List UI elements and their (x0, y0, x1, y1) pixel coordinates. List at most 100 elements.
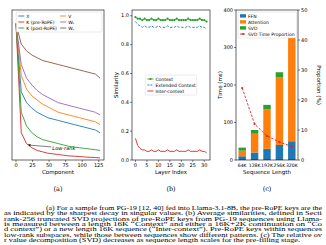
x-label: Sequence Length (243, 169, 291, 176)
marker (171, 19, 173, 21)
marker (176, 18, 178, 20)
marker (134, 16, 136, 18)
legend-swatch (240, 20, 246, 23)
series-line (16, 24, 100, 158)
y-tick (234, 122, 236, 123)
marker (266, 135, 268, 137)
marker (203, 19, 205, 21)
arrow-head (28, 144, 31, 146)
marker (254, 123, 256, 125)
panel-label: (b) (166, 185, 176, 193)
marker (196, 19, 198, 21)
y-tick (234, 85, 236, 86)
y-tick-label: 0.8 (121, 41, 129, 47)
y-tick (130, 131, 132, 132)
legend-box (238, 12, 297, 38)
y2-tick-label: 20 (301, 97, 307, 103)
y-tick-label: 0 (230, 157, 233, 163)
marker (199, 18, 201, 20)
y-tick-label: 0.6 (121, 70, 129, 76)
bar (263, 105, 270, 110)
x-tick-label: 64K (238, 163, 248, 168)
legend-swatch (18, 16, 24, 17)
marker (291, 145, 293, 147)
bar (238, 151, 245, 157)
legend-label: Inter-context (155, 89, 184, 94)
x-tick-label: 20 (178, 162, 184, 168)
annotation: Low-rank (52, 145, 76, 151)
legend-label: K (post-RoPE) (26, 26, 57, 31)
marker (162, 19, 164, 21)
x-tick-label: 256K (274, 163, 287, 168)
legend: ContextExtended ContextInter-context (145, 75, 196, 95)
y-tick (130, 73, 132, 74)
marks (16, 24, 100, 158)
bar (276, 145, 283, 160)
marker (178, 19, 180, 21)
bar (263, 109, 270, 148)
bar (276, 78, 283, 146)
marker (187, 18, 189, 20)
marker (278, 141, 280, 143)
marker (241, 87, 243, 89)
y-tick-label: 400 (223, 7, 233, 13)
y2-tick-label: 50 (301, 7, 307, 13)
marker (146, 19, 148, 21)
y2-label: Proportion (%) (315, 65, 322, 105)
legend-swatch (240, 14, 246, 17)
series-line (16, 24, 100, 115)
legend-label: SVD (248, 26, 258, 31)
legend-label: Extended Context (155, 83, 196, 88)
legend-marker (242, 33, 244, 35)
marker (169, 19, 171, 21)
x-tick-label: 25 (190, 162, 196, 168)
x-tick-label: 50 (46, 162, 52, 168)
legend-label: Attention (248, 20, 269, 25)
bar (238, 148, 245, 151)
legend-swatch (60, 22, 66, 23)
y-tick-label: 200 (223, 82, 233, 88)
y-tick (130, 44, 132, 45)
legend-label: K (pre-RoPE) (26, 20, 54, 25)
y2-tick-label: 0 (301, 157, 304, 163)
bar (238, 156, 245, 160)
y2-tick-label: 10 (301, 127, 307, 133)
marker (139, 18, 141, 20)
legend-swatch (18, 28, 24, 29)
marker (185, 19, 187, 21)
x-tick-label: 0 (14, 162, 17, 168)
marker (141, 19, 143, 21)
x-tick-label: 30 (201, 162, 207, 168)
legend-swatch (60, 16, 66, 17)
legend-swatch (147, 91, 153, 92)
legend: XK (pre-RoPE)K (post-RoPE)VWₖWᵥ (16, 12, 102, 32)
y-tick-label: 1.0 (121, 12, 129, 18)
x-tick-label: 5 (145, 162, 148, 168)
marker (148, 19, 150, 21)
y-label: Time (ms) (217, 71, 223, 100)
frame (12, 10, 104, 160)
figure: 0255075100125Component(a)Low-rankXK (pre… (0, 0, 326, 245)
legend-swatch (18, 22, 24, 23)
marker (153, 19, 155, 21)
bar (288, 36, 295, 141)
legend-marker (149, 78, 151, 80)
x-label: Layer Index (155, 169, 188, 176)
legend-label: SVD Time Proportion (248, 32, 295, 37)
marker (192, 19, 194, 21)
legend-box (16, 12, 102, 32)
series-line (16, 24, 100, 133)
series-line (135, 22, 206, 29)
series-line (242, 88, 292, 147)
y2-tick-label: 40 (301, 37, 307, 43)
y-label: Similarity (113, 71, 120, 98)
legend-label: V (68, 14, 72, 19)
panel: 0.00.20.40.60.81.0051015202530Layer Inde… (113, 10, 210, 193)
y-tick (130, 15, 132, 16)
legend-label: Wᵥ (68, 26, 74, 31)
legend: FFNAttentionSVDSVD Time Proportion (238, 12, 297, 38)
legend-box (145, 75, 196, 95)
marker (160, 19, 162, 21)
legend-label: Context (155, 77, 173, 82)
x-tick-label: 25 (29, 162, 35, 168)
